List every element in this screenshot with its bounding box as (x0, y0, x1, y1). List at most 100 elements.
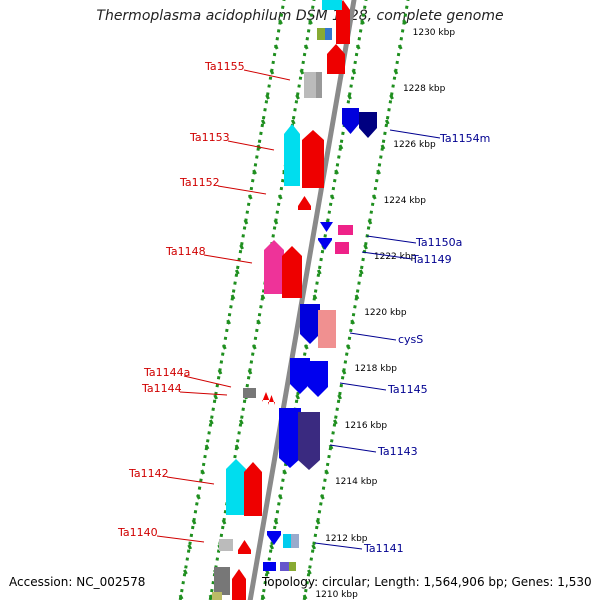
tick-mark (178, 594, 184, 600)
scale-label: 1214 kbp (335, 477, 378, 487)
tick-mark (299, 69, 305, 75)
tick-mark (295, 394, 301, 400)
gene-arrow (244, 462, 262, 516)
topology-label: Topology: circular; Length: 1,564,906 bp… (262, 575, 592, 589)
gene-arrow (282, 246, 302, 298)
gene-arrow (342, 108, 359, 134)
left-outer-tick-line (178, 0, 286, 600)
tick-mark (302, 594, 308, 600)
tick-mark (282, 469, 288, 475)
tick-mark (217, 369, 223, 375)
gene-label-Ta1154m: Ta1154m (439, 132, 490, 145)
gene-label-Ta1143: Ta1143 (377, 445, 418, 458)
leader-line (183, 375, 232, 388)
tick-mark (273, 219, 279, 225)
tick-mark (234, 444, 240, 450)
tick-mark (234, 269, 240, 275)
tick-mark (324, 469, 330, 475)
gene-arrow (320, 222, 333, 232)
leader-line (366, 235, 417, 244)
tick-mark (238, 419, 244, 425)
gene-arrow (284, 124, 300, 186)
gene-label-Ta1155: Ta1155 (204, 60, 245, 73)
gene-block (243, 388, 256, 398)
gene-block (263, 562, 276, 571)
scale-label: 1230 kbp (413, 28, 456, 38)
tick-mark (389, 94, 394, 100)
tick-mark (278, 494, 283, 500)
tick-mark (230, 294, 236, 300)
tick-mark (345, 344, 351, 350)
gene-block (338, 225, 353, 235)
tick-mark (397, 44, 403, 50)
scale-label: 1218 kbp (355, 364, 398, 374)
tick-mark (260, 294, 266, 300)
gene-arrow (298, 196, 311, 210)
gene-label-cysS: cysS (398, 333, 423, 346)
map-title: Thermoplasma acidophilum DSM 1728, compl… (96, 8, 504, 24)
tick-mark (320, 494, 325, 500)
leader-line (339, 382, 387, 391)
tick-mark (328, 444, 334, 450)
gene-block (214, 567, 230, 595)
tick-mark (351, 69, 357, 75)
tick-mark (338, 144, 344, 150)
tick-mark (402, 19, 407, 25)
left-inner-tick-line (208, 0, 316, 600)
gene-block (212, 592, 222, 600)
tick-mark (191, 519, 197, 525)
tick-mark (200, 469, 206, 475)
tick-mark (208, 594, 214, 600)
tick-mark (337, 394, 343, 400)
gene-arrow (336, 0, 350, 44)
tick-mark (196, 494, 201, 500)
tick-mark (393, 69, 399, 75)
gene-arrow (238, 540, 251, 554)
gene-arrow (262, 392, 270, 402)
tick-mark (247, 369, 253, 375)
tick-mark (247, 194, 253, 200)
gene-label-Ta1153: Ta1153 (189, 131, 230, 144)
tick-mark (332, 419, 338, 425)
tick-mark (303, 44, 309, 50)
tick-mark (204, 444, 210, 450)
leader-line (329, 444, 377, 453)
gene-block (325, 28, 332, 40)
tick-mark (303, 344, 309, 350)
tick-mark (273, 519, 279, 525)
scale-label: 1212 kbp (325, 534, 368, 544)
gene-block (304, 72, 318, 98)
gene-label-Ta1148: Ta1148 (165, 245, 206, 258)
gene-block (316, 72, 322, 98)
tick-mark (273, 44, 279, 50)
tick-mark (251, 344, 257, 350)
tick-mark (260, 119, 266, 125)
tick-mark (208, 419, 214, 425)
gene-block (289, 562, 296, 571)
gene-label-Ta1149: Ta1149 (411, 253, 452, 266)
tick-mark (256, 319, 261, 325)
tick-mark (221, 519, 227, 525)
tick-mark (269, 544, 275, 550)
scale-label: 1220 kbp (364, 308, 407, 318)
gene-arrow (267, 531, 281, 545)
tick-mark (307, 569, 312, 575)
tick-mark (243, 219, 249, 225)
gene-block (322, 0, 342, 10)
gene-label-Ta1140: Ta1140 (117, 526, 158, 539)
gene-arrow (264, 240, 284, 294)
tick-mark (380, 144, 386, 150)
leader-line (203, 254, 253, 264)
tick-mark (226, 319, 231, 325)
gene-arrow (308, 361, 328, 397)
tick-mark (367, 219, 373, 225)
right-outer-tick-line (302, 0, 410, 600)
tick-mark (371, 194, 377, 200)
gene-label-Ta1152: Ta1152 (179, 176, 220, 189)
gene-label-Ta1142: Ta1142 (128, 467, 169, 480)
tick-mark (363, 244, 368, 250)
tick-mark (252, 169, 257, 175)
leader-line (389, 129, 441, 139)
tick-mark (187, 544, 193, 550)
